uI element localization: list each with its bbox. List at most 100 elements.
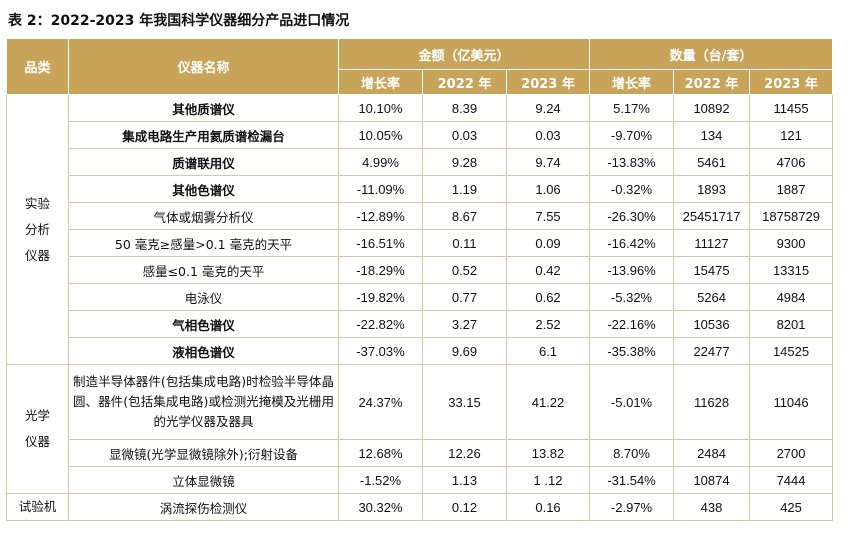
table-body: 实验分析仪器 其他质谱仪 10.10% 8.39 9.24 5.17% 10892 11455… bbox=[6, 94, 834, 521]
amt-growth-cell: 24.37% bbox=[338, 364, 423, 440]
amt-growth-cell: -12.89% bbox=[338, 202, 423, 230]
qty-growth-cell: -13.83% bbox=[589, 148, 675, 176]
qty-growth-cell: -0.32% bbox=[589, 175, 675, 203]
amt-2022-cell: 8.67 bbox=[422, 202, 507, 230]
amt-2022-cell: 33.15 bbox=[422, 364, 507, 440]
amt-2023-cell: 0.62 bbox=[505, 283, 591, 311]
category-cell: 实验分析仪器 bbox=[6, 94, 69, 365]
qty-growth-cell: -13.96% bbox=[589, 256, 675, 284]
header-amount-group: 金额（亿美元） bbox=[337, 38, 591, 70]
amt-growth-cell: 10.05% bbox=[338, 121, 423, 149]
qty-2023-cell: 8201 bbox=[749, 310, 834, 338]
amt-2023-cell: 0.16 bbox=[505, 493, 591, 521]
table-row: 气相色谱仪 -22.82% 3.27 2.52 -22.16% 10536 8201 bbox=[7, 310, 834, 338]
table-row: 光学仪器 制造半导体器件(包括集成电路)时检验半导体晶圆、器件(包括集成电路)或检… bbox=[6, 364, 834, 494]
instrument-name-cell: 集成电路生产用氦质谱检漏台 bbox=[68, 121, 339, 149]
qty-2022-cell: 10874 bbox=[673, 466, 751, 494]
qty-2022-cell: 438 bbox=[673, 493, 751, 521]
amt-2023-cell: 6.1 bbox=[505, 337, 591, 365]
qty-2022-cell: 134 bbox=[673, 121, 751, 149]
amt-2023-cell: 41.22 bbox=[505, 364, 591, 440]
amt-2022-cell: 12.26 bbox=[422, 439, 507, 467]
table-row: 电泳仪 -19.82% 0.77 0.62 -5.32% 5264 4984 bbox=[7, 283, 834, 311]
amt-growth-cell: -19.82% bbox=[338, 283, 423, 311]
qty-2023-cell: 7444 bbox=[749, 466, 834, 494]
header-quantity-group: 数量（台/套） bbox=[589, 38, 834, 70]
table-row: 试验机 涡流探伤检测仪 30.32% 0.12 0.16 -2.97% 438 425 bbox=[6, 493, 834, 521]
qty-2023-cell: 11455 bbox=[749, 94, 834, 122]
amt-growth-cell: -16.51% bbox=[338, 229, 423, 257]
instrument-name-cell: 液相色谱仪 bbox=[68, 337, 339, 365]
qty-growth-cell: 8.70% bbox=[589, 439, 675, 467]
table-row: 集成电路生产用氦质谱检漏台 10.05% 0.03 0.03 -9.70% 134 121 bbox=[7, 121, 834, 149]
amt-2022-cell: 0.12 bbox=[422, 493, 507, 521]
instrument-name-cell: 其他质谱仪 bbox=[68, 94, 339, 122]
qty-2022-cell: 10892 bbox=[673, 94, 751, 122]
amt-2023-cell: 0.09 bbox=[505, 229, 591, 257]
qty-2023-cell: 9300 bbox=[749, 229, 834, 257]
qty-2022-cell: 1893 bbox=[673, 175, 751, 203]
amt-growth-cell: -1.52% bbox=[338, 466, 423, 494]
qty-2022-cell: 5461 bbox=[673, 148, 751, 176]
qty-growth-cell: -26.30% bbox=[589, 202, 675, 230]
category-cell: 试验机 bbox=[6, 493, 69, 521]
qty-2023-cell: 14525 bbox=[749, 337, 834, 365]
amt-2022-cell: 9.69 bbox=[422, 337, 507, 365]
amt-2022-cell: 3.27 bbox=[422, 310, 507, 338]
instrument-name-cell: 感量≤0.1 毫克的天平 bbox=[68, 256, 339, 284]
amt-growth-cell: -18.29% bbox=[338, 256, 423, 284]
header-amount-2023: 2023 年 bbox=[505, 69, 591, 95]
amt-2023-cell: 1.06 bbox=[505, 175, 591, 203]
header-quantity-growth: 增长率 bbox=[589, 69, 675, 95]
qty-growth-cell: -35.38% bbox=[589, 337, 675, 365]
qty-growth-cell: 5.17% bbox=[589, 94, 675, 122]
instrument-name-cell: 气相色谱仪 bbox=[68, 310, 339, 338]
qty-2023-cell: 11046 bbox=[749, 364, 834, 440]
amt-2022-cell: 0.77 bbox=[422, 283, 507, 311]
header-quantity-2023: 2023 年 bbox=[749, 69, 834, 95]
amt-2023-cell: 2.52 bbox=[505, 310, 591, 338]
qty-2023-cell: 425 bbox=[749, 493, 834, 521]
instrument-name-cell: 立体显微镜 bbox=[68, 466, 339, 494]
amt-growth-cell: 12.68% bbox=[338, 439, 423, 467]
qty-2023-cell: 4984 bbox=[749, 283, 834, 311]
header-category: 品类 bbox=[6, 38, 69, 95]
instrument-name-cell: 50 毫克≥感量>0.1 毫克的天平 bbox=[68, 229, 339, 257]
import-table: 品类 仪器名称 金额（亿美元） 数量（台/套） 增长率 2022 年 2023 … bbox=[6, 38, 834, 521]
amt-2022-cell: 0.03 bbox=[422, 121, 507, 149]
amt-2023-cell: 13.82 bbox=[505, 439, 591, 467]
qty-2022-cell: 11628 bbox=[673, 364, 751, 440]
qty-2023-cell: 4706 bbox=[749, 148, 834, 176]
table-row: 立体显微镜 -1.52% 1.13 1 .12 -31.54% 10874 7444 bbox=[7, 466, 834, 494]
qty-2022-cell: 22477 bbox=[673, 337, 751, 365]
table-row: 感量≤0.1 毫克的天平 -18.29% 0.52 0.42 -13.96% 15475 1… bbox=[7, 256, 834, 284]
table-row: 50 毫克≥感量>0.1 毫克的天平 -16.51% 0.11 0.09 -16.42%… bbox=[7, 229, 834, 257]
qty-2023-cell: 13315 bbox=[749, 256, 834, 284]
amt-2023-cell: 9.74 bbox=[505, 148, 591, 176]
instrument-name-cell: 电泳仪 bbox=[68, 283, 339, 311]
header-name: 仪器名称 bbox=[68, 38, 339, 95]
instrument-name-cell: 质谱联用仪 bbox=[68, 148, 339, 176]
amt-2023-cell: 0.42 bbox=[505, 256, 591, 284]
table-row: 液相色谱仪 -37.03% 9.69 6.1 -35.38% 22477 14525 bbox=[7, 337, 834, 365]
amt-growth-cell: -22.82% bbox=[338, 310, 423, 338]
instrument-name-cell: 涡流探伤检测仪 bbox=[68, 493, 339, 521]
amt-2022-cell: 1.19 bbox=[422, 175, 507, 203]
instrument-name-cell: 制造半导体器件(包括集成电路)时检验半导体晶圆、器件(包括集成电路)或检测光掩模… bbox=[68, 364, 339, 440]
table-row: 气体或烟雾分析仪 -12.89% 8.67 7.55 -26.30% 25451717 18… bbox=[7, 202, 834, 230]
table-row: 其他色谱仪 -11.09% 1.19 1.06 -0.32% 1893 1887 bbox=[7, 175, 834, 203]
table-title: 表 2：2022-2023 年我国科学仪器细分产品进口情况 bbox=[8, 13, 350, 29]
qty-2022-cell: 25451717 bbox=[673, 202, 751, 230]
header-amount-2022: 2022 年 bbox=[422, 69, 507, 95]
amt-growth-cell: -11.09% bbox=[338, 175, 423, 203]
instrument-name-cell: 其他色谱仪 bbox=[68, 175, 339, 203]
amt-growth-cell: 4.99% bbox=[338, 148, 423, 176]
amt-2023-cell: 1 .12 bbox=[505, 466, 591, 494]
qty-2022-cell: 15475 bbox=[673, 256, 751, 284]
qty-2022-cell: 10536 bbox=[673, 310, 751, 338]
qty-2022-cell: 11127 bbox=[673, 229, 751, 257]
qty-2023-cell: 2700 bbox=[749, 439, 834, 467]
amt-2023-cell: 0.03 bbox=[505, 121, 591, 149]
qty-growth-cell: -2.97% bbox=[589, 493, 675, 521]
qty-2022-cell: 5264 bbox=[673, 283, 751, 311]
